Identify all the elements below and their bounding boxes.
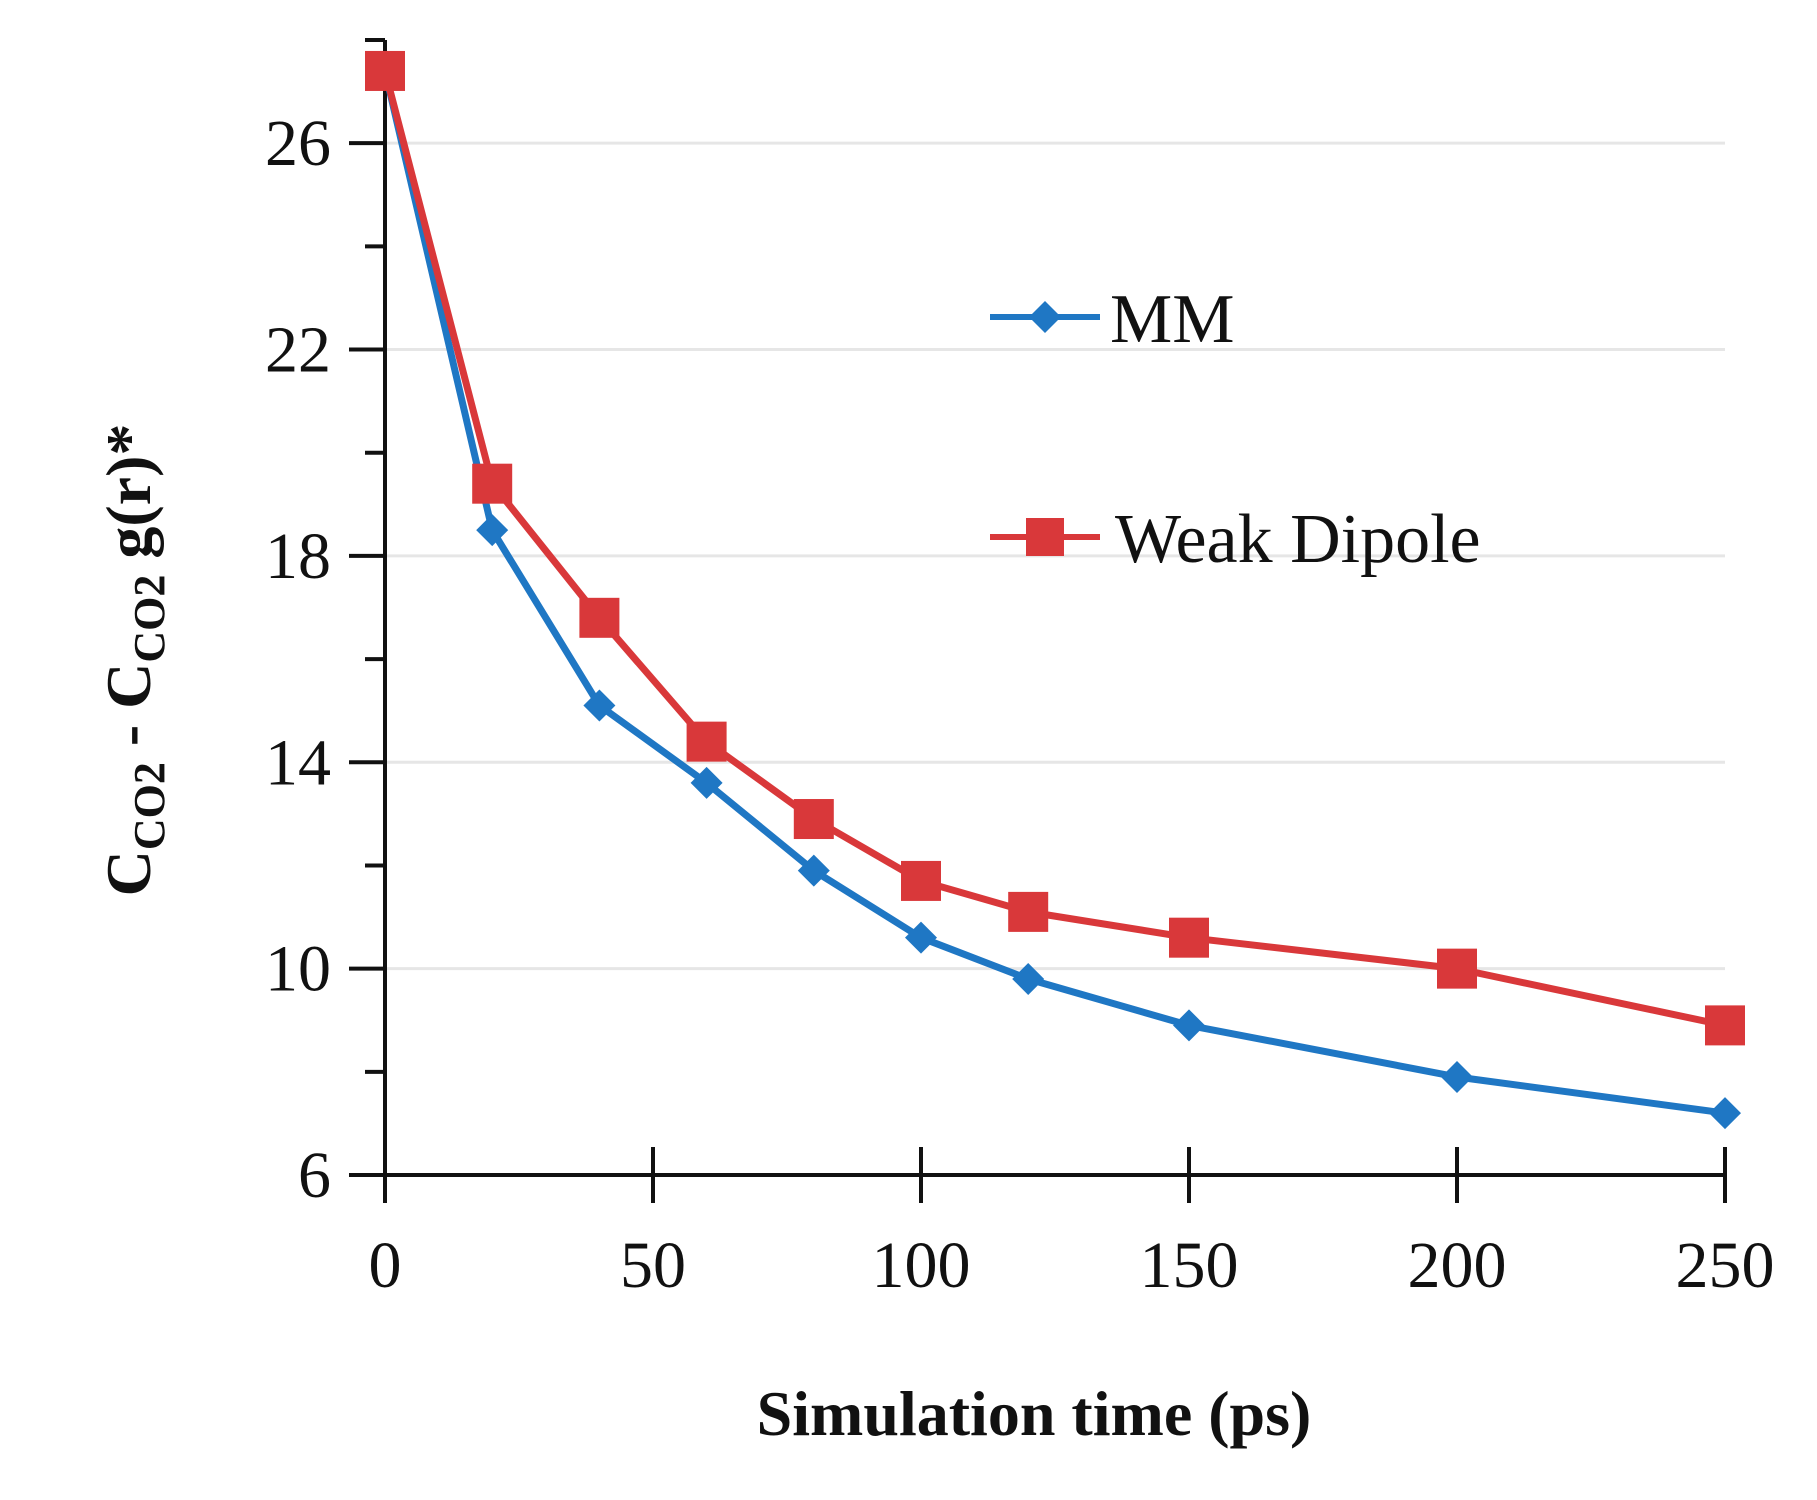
x-tick-label-0: 0 [369,1229,402,1302]
legend-item-weak-dipole: Weak Dipole [990,501,1481,578]
point-weak-dipole-20 [472,463,513,504]
axes [349,40,1725,1177]
legend-marker-mm [1029,301,1061,333]
point-mm-250 [1709,1097,1741,1130]
point-weak-dipole-150 [1169,917,1209,958]
point-weak-dipole-60 [686,721,727,762]
y-tick-labels: 6 10 14 18 22 26 [265,107,331,1212]
point-weak-dipole-120 [1008,891,1049,932]
x-tick-labels: 0 50 100 150 200 250 [369,1229,1775,1302]
y-tick-label-22: 22 [265,314,331,387]
y-tick-label-26: 26 [265,107,331,180]
y-tick-label-10: 10 [265,933,331,1006]
legend-label-mm: MM [1110,281,1234,358]
x-tick-label-250: 250 [1676,1229,1775,1302]
point-weak-dipole-40 [579,597,620,638]
x-tick-label-50: 50 [620,1229,686,1302]
legend: MM Weak Dipole [990,281,1481,578]
y-axis-title-part-1: CO2 [125,762,174,850]
point-weak-dipole-250 [1705,1005,1745,1046]
x-axis-title: Simulation time (ps) [757,1378,1312,1449]
point-weak-dipole-80 [793,799,834,840]
x-tick-label-150: 150 [1140,1229,1239,1302]
series [365,50,1745,1130]
x-tick-label-100: 100 [872,1229,971,1302]
y-axis-title-part-4: g(r)* [93,424,164,575]
y-axis-title-part-2: - C [93,663,164,763]
y-axis-title-part-0: C [93,850,164,896]
y-tick-label-18: 18 [265,520,331,593]
series-mm [369,54,1741,1130]
point-weak-dipole-0 [365,50,405,91]
x-tick-label-200: 200 [1408,1229,1507,1302]
point-mm-80 [797,854,830,887]
legend-item-mm: MM [990,281,1234,358]
point-weak-dipole-200 [1437,948,1477,989]
series-line-weak-dipole [381,70,1726,1029]
series-line-mm [381,70,1726,1117]
y-tick-label-6: 6 [298,1139,331,1212]
y-tick-label-14: 14 [265,726,331,799]
point-mm-100 [905,921,937,954]
legend-label-weak-dipole: Weak Dipole [1115,501,1481,578]
point-mm-200 [1441,1060,1473,1093]
point-mm-60 [690,766,723,799]
series-weak-dipole [365,50,1745,1046]
point-weak-dipole-100 [901,860,941,901]
y-axis-title-part-3: CO2 [125,575,174,663]
tick-marks [349,38,1727,1203]
legend-marker-weak-dipole [1026,518,1064,556]
point-mm-20 [476,514,509,547]
point-mm-120 [1012,962,1045,995]
point-mm-40 [583,689,616,722]
y-axis-title: CCO2 - CCO2 g(r)* [93,424,174,897]
point-mm-150 [1173,1009,1205,1042]
